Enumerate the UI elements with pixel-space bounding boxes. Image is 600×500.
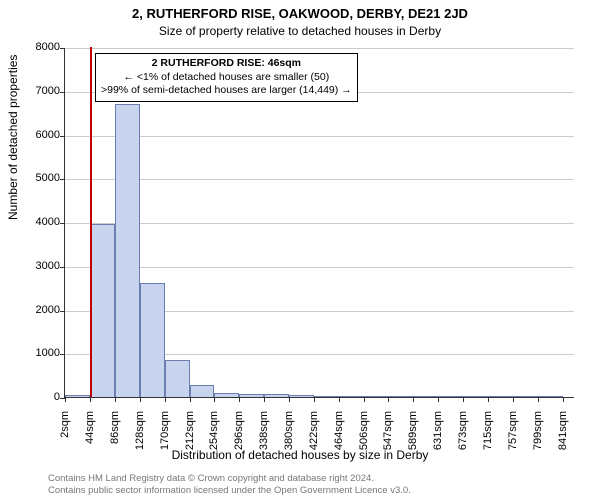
xtick-mark xyxy=(563,397,564,402)
xtick-label: 296sqm xyxy=(233,411,245,461)
histogram-bar xyxy=(214,393,239,397)
xtick-mark xyxy=(538,397,539,402)
xtick-mark xyxy=(264,397,265,402)
xtick-mark xyxy=(190,397,191,402)
marker-line xyxy=(90,47,92,397)
histogram-bar xyxy=(339,396,364,397)
ytick-label: 1000 xyxy=(10,347,60,359)
gridline xyxy=(65,223,574,224)
chart-title-main: 2, RUTHERFORD RISE, OAKWOOD, DERBY, DE21… xyxy=(0,6,600,21)
xtick-label: 547sqm xyxy=(382,411,394,461)
xtick-label: 2sqm xyxy=(59,411,71,461)
histogram-bar xyxy=(364,396,388,397)
xtick-label: 464sqm xyxy=(333,411,345,461)
xtick-label: 589sqm xyxy=(407,411,419,461)
xtick-label: 86sqm xyxy=(109,411,121,461)
gridline xyxy=(65,136,574,137)
ytick-label: 8000 xyxy=(10,41,60,53)
xtick-mark xyxy=(289,397,290,402)
ytick-mark xyxy=(60,92,65,93)
xtick-mark xyxy=(364,397,365,402)
xtick-label: 757sqm xyxy=(507,411,519,461)
xtick-label: 673sqm xyxy=(457,411,469,461)
ytick-mark xyxy=(60,136,65,137)
ytick-mark xyxy=(60,48,65,49)
xtick-mark xyxy=(165,397,166,402)
xtick-label: 254sqm xyxy=(208,411,220,461)
xtick-label: 338sqm xyxy=(258,411,270,461)
xtick-mark xyxy=(140,397,141,402)
histogram-bar xyxy=(90,224,115,397)
ytick-mark xyxy=(60,223,65,224)
xtick-mark xyxy=(463,397,464,402)
histogram-bar xyxy=(239,394,264,397)
xtick-mark xyxy=(90,397,91,402)
gridline xyxy=(65,48,574,49)
xtick-label: 841sqm xyxy=(557,411,569,461)
xtick-mark xyxy=(214,397,215,402)
xtick-label: 799sqm xyxy=(532,411,544,461)
histogram-bar xyxy=(140,283,165,397)
xtick-label: 631sqm xyxy=(432,411,444,461)
histogram-bar xyxy=(388,396,413,397)
ytick-label: 3000 xyxy=(10,260,60,272)
ytick-label: 2000 xyxy=(10,304,60,316)
ytick-label: 0 xyxy=(10,391,60,403)
ytick-label: 6000 xyxy=(10,129,60,141)
xtick-label: 212sqm xyxy=(184,411,196,461)
xtick-label: 170sqm xyxy=(159,411,171,461)
histogram-bar xyxy=(165,360,190,397)
gridline xyxy=(65,179,574,180)
plot-area: 2 RUTHERFORD RISE: 46sqm ← <1% of detach… xyxy=(64,48,574,398)
histogram-bar xyxy=(314,396,339,397)
annotation-box: 2 RUTHERFORD RISE: 46sqm ← <1% of detach… xyxy=(95,53,358,102)
histogram-bar xyxy=(289,395,314,397)
gridline xyxy=(65,267,574,268)
ytick-label: 7000 xyxy=(10,85,60,97)
annotation-line2: >99% of semi-detached houses are larger … xyxy=(101,84,352,98)
histogram-bar xyxy=(463,396,488,397)
chart-title-sub: Size of property relative to detached ho… xyxy=(0,24,600,38)
footer-licence: Contains public sector information licen… xyxy=(48,485,411,496)
xtick-mark xyxy=(513,397,514,402)
xtick-mark xyxy=(388,397,389,402)
ytick-label: 5000 xyxy=(10,172,60,184)
histogram-bar xyxy=(538,396,563,397)
xtick-label: 506sqm xyxy=(358,411,370,461)
histogram-bar xyxy=(115,104,140,397)
ytick-mark xyxy=(60,179,65,180)
histogram-bar xyxy=(488,396,513,397)
xtick-mark xyxy=(115,397,116,402)
xtick-mark xyxy=(488,397,489,402)
xtick-label: 380sqm xyxy=(283,411,295,461)
xtick-label: 128sqm xyxy=(134,411,146,461)
xtick-label: 715sqm xyxy=(482,411,494,461)
ytick-mark xyxy=(60,311,65,312)
histogram-bar xyxy=(413,396,438,397)
annotation-title: 2 RUTHERFORD RISE: 46sqm xyxy=(101,57,352,71)
xtick-mark xyxy=(413,397,414,402)
xtick-mark xyxy=(65,397,66,402)
xtick-label: 44sqm xyxy=(84,411,96,461)
histogram-bar xyxy=(65,395,90,397)
annotation-line1: ← <1% of detached houses are smaller (50… xyxy=(101,71,352,85)
histogram-bar xyxy=(438,396,463,397)
xtick-mark xyxy=(339,397,340,402)
xtick-label: 422sqm xyxy=(308,411,320,461)
histogram-bar xyxy=(513,396,538,397)
footer-copyright: Contains HM Land Registry data © Crown c… xyxy=(48,473,374,484)
ytick-label: 4000 xyxy=(10,216,60,228)
ytick-mark xyxy=(60,354,65,355)
xtick-mark xyxy=(314,397,315,402)
histogram-bar xyxy=(190,385,215,397)
xtick-mark xyxy=(239,397,240,402)
histogram-bar xyxy=(264,394,289,397)
ytick-mark xyxy=(60,267,65,268)
xtick-mark xyxy=(438,397,439,402)
